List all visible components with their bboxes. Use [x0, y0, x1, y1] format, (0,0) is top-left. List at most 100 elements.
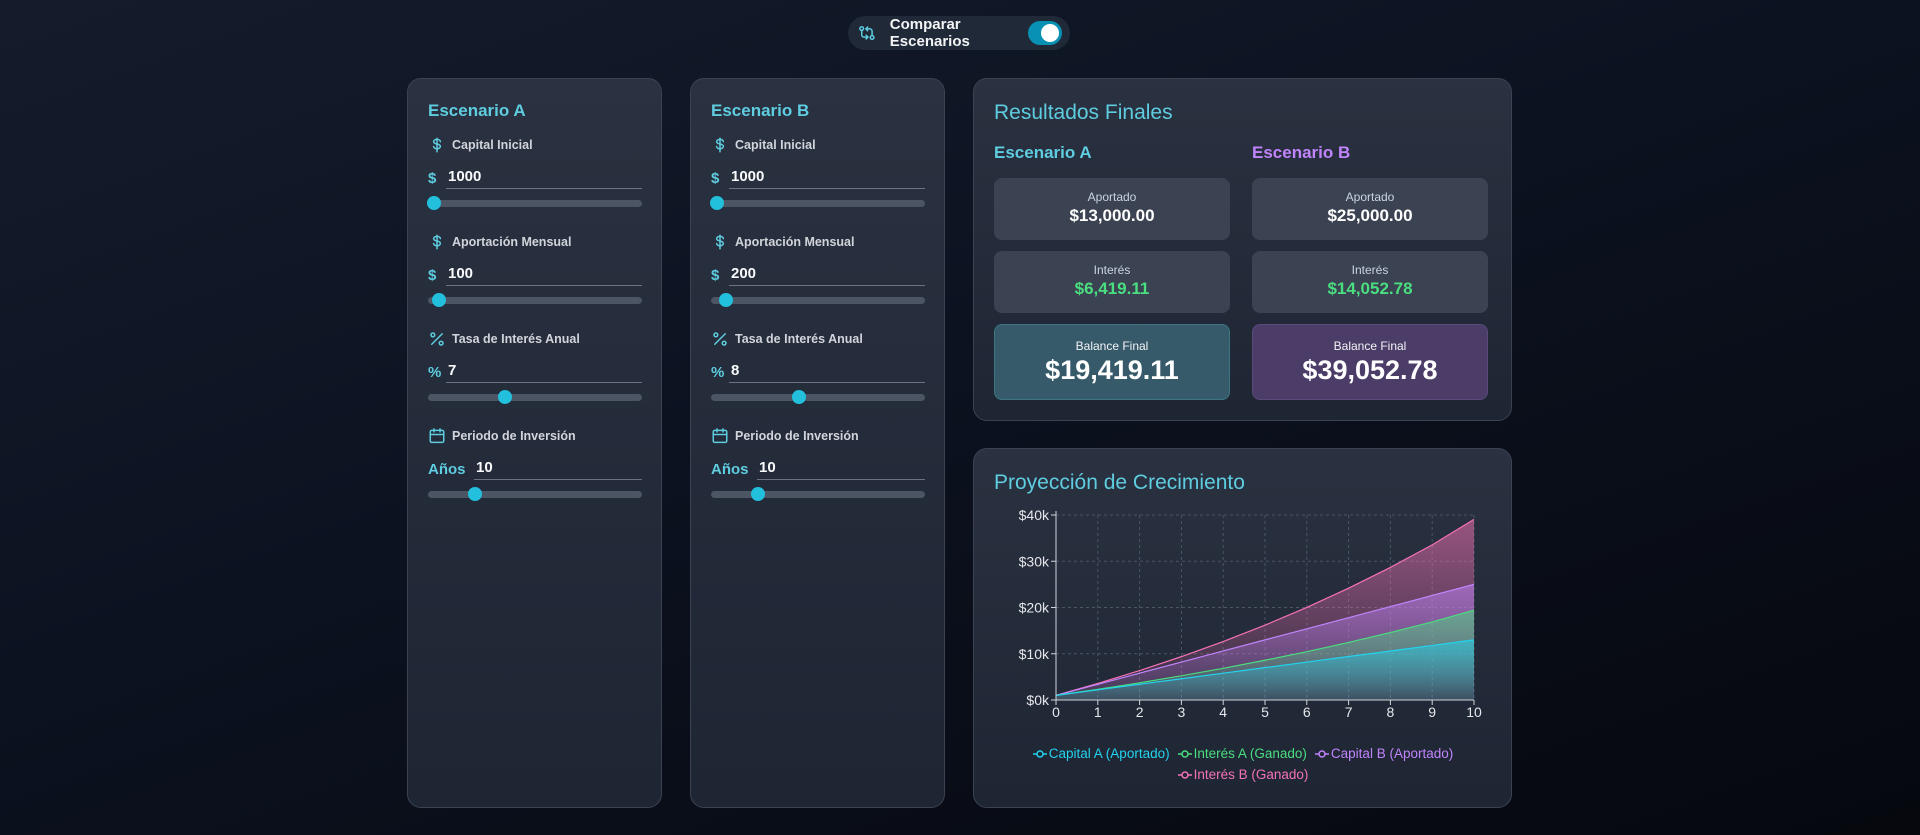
field-dollar-0: Capital Inicial $1000 [427, 135, 642, 210]
slider-thumb[interactable] [718, 293, 733, 307]
field-percent-2: Tasa de Interés Anual% 7 [428, 329, 642, 404]
field-label: Aportación Mensual [735, 235, 855, 249]
x-tick-label: 8 [1387, 704, 1395, 720]
y-tick-label: $30k [1019, 553, 1050, 569]
growth-chart: $0k $10k $20k $30k $40k 0 1 2 3 4 5 6 7 8 9 10 [1019, 507, 1482, 720]
x-tick-label: 10 [1466, 704, 1482, 720]
interes-b-label: Interés [1351, 263, 1389, 277]
y-tick-label: $40k [1019, 507, 1050, 523]
field-slider[interactable] [711, 487, 925, 501]
field-prefix: $ [711, 169, 720, 187]
field-input[interactable]: 100 [446, 264, 642, 286]
dollar-icon [715, 137, 725, 153]
interes-b-box: Interés $14,052.78 [1252, 251, 1488, 313]
balance-final-a-value: $19,419.11 [1045, 355, 1179, 385]
area-capital-a-aportado- [1056, 639, 1474, 700]
field-header: Periodo de Inversión [428, 426, 642, 446]
x-tick-label: 0 [1052, 704, 1060, 720]
legend-marker-icon [1314, 750, 1329, 759]
compare-switch[interactable] [1028, 21, 1063, 45]
legend-item[interactable]: Interés A (Ganado) [1177, 743, 1307, 764]
field-slider[interactable] [428, 293, 642, 307]
compare-icon [859, 25, 875, 41]
field-input-row: Años 10 [428, 458, 642, 480]
field-input[interactable]: 8 [729, 361, 925, 383]
field-input-row: $100 [428, 264, 642, 286]
dollar-icon [432, 137, 442, 153]
field-input[interactable]: 7 [446, 361, 642, 383]
interes-b-value: $14,052.78 [1327, 279, 1413, 298]
balance-final-b-box: Balance Final $39,052.78 [1252, 324, 1488, 400]
legend-item[interactable]: Capital A (Aportado) [1032, 743, 1170, 764]
field-prefix: % [428, 363, 442, 381]
field-input[interactable]: 10 [474, 458, 642, 480]
slider-thumb[interactable] [427, 196, 442, 210]
percent-icon [713, 332, 727, 346]
field-slider[interactable] [428, 487, 642, 501]
slider-thumb[interactable] [710, 196, 725, 210]
percent-icon [430, 332, 444, 346]
field-input[interactable]: 10 [757, 458, 925, 480]
field-header: Capital Inicial [428, 135, 642, 155]
field-input-row: % 8 [711, 361, 925, 383]
legend-label: Capital B (Aportado) [1330, 746, 1454, 761]
field-header: Tasa de Interés Anual [711, 329, 925, 349]
legend-item[interactable]: Capital B (Aportado) [1314, 743, 1454, 764]
field-slider[interactable] [710, 196, 925, 210]
field-input[interactable]: 1000 [729, 167, 925, 189]
aportado-a-value: $13,000.00 [1069, 206, 1155, 225]
slider-thumb[interactable] [468, 487, 483, 501]
aportado-b-box: Aportado $25,000.00 [1252, 178, 1488, 240]
field-header: Periodo de Inversión [711, 426, 925, 446]
scenario-b-title: Escenario B [711, 101, 810, 120]
field-slider[interactable] [711, 293, 925, 307]
field-slider[interactable] [427, 196, 642, 210]
legend-marker-icon [1032, 750, 1047, 759]
legend-label: Interés B (Ganado) [1193, 767, 1309, 782]
slider-thumb[interactable] [751, 487, 766, 501]
field-input[interactable]: 1000 [446, 167, 642, 189]
interes-a-value: $6,419.11 [1074, 279, 1150, 298]
x-tick-label: 5 [1261, 704, 1269, 720]
field-header: Aportación Mensual [711, 232, 925, 252]
field-header: Aportación Mensual [428, 232, 642, 252]
legend-item[interactable]: Interés B (Ganado) [1177, 764, 1309, 785]
y-tick-label: $20k [1019, 600, 1050, 616]
field-header: Tasa de Interés Anual [428, 329, 642, 349]
calendar-icon [429, 428, 445, 444]
dollar-icon [715, 234, 725, 250]
field-dollar-0: Capital Inicial $1000 [710, 135, 925, 210]
field-label: Periodo de Inversión [735, 429, 859, 443]
line-inter-s-a-ganado- [1055, 609, 1475, 696]
field-label: Aportación Mensual [452, 235, 572, 249]
calendar-icon [712, 428, 728, 444]
line-capital-b-aportado- [1055, 583, 1475, 696]
slider-thumb[interactable] [498, 390, 513, 404]
slider-thumb[interactable] [431, 293, 446, 307]
field-input-row: $200 [711, 264, 925, 286]
balance-final-a-label: Balance Final [1075, 339, 1149, 353]
field-input-row: Años 10 [711, 458, 925, 480]
field-dollar-1: Aportación Mensual $100 [428, 232, 642, 307]
legend-marker-icon [1177, 771, 1192, 780]
slider-thumb[interactable] [791, 390, 806, 404]
field-prefix: $ [711, 266, 720, 284]
x-tick-label: 6 [1303, 704, 1311, 720]
field-prefix: $ [428, 169, 437, 187]
field-slider[interactable] [711, 390, 925, 404]
field-prefix: $ [428, 266, 437, 284]
field-label: Periodo de Inversión [452, 429, 576, 443]
aportado-a-box: Aportado $13,000.00 [994, 178, 1230, 240]
field-slider[interactable] [428, 390, 642, 404]
scenario-a-panel: Escenario A Capital Inicial $1000 Aportaci… [407, 78, 662, 808]
legend-marker-icon [1177, 750, 1192, 759]
projection-panel: Proyección de Crecimiento $0k $10k $20k $30… [973, 448, 1512, 808]
field-header: Capital Inicial [711, 135, 925, 155]
field-calendar-3: Periodo de Inversión Años 10 [711, 426, 925, 501]
field-input[interactable]: 200 [729, 264, 925, 286]
interes-a-label: Interés [1093, 263, 1131, 277]
balance-final-a-box: Balance Final $19,419.11 [994, 324, 1230, 400]
balance-final-b-value: $39,052.78 [1302, 355, 1438, 385]
aportado-b-label: Aportado [1345, 190, 1395, 204]
field-prefix: Años [711, 460, 749, 478]
